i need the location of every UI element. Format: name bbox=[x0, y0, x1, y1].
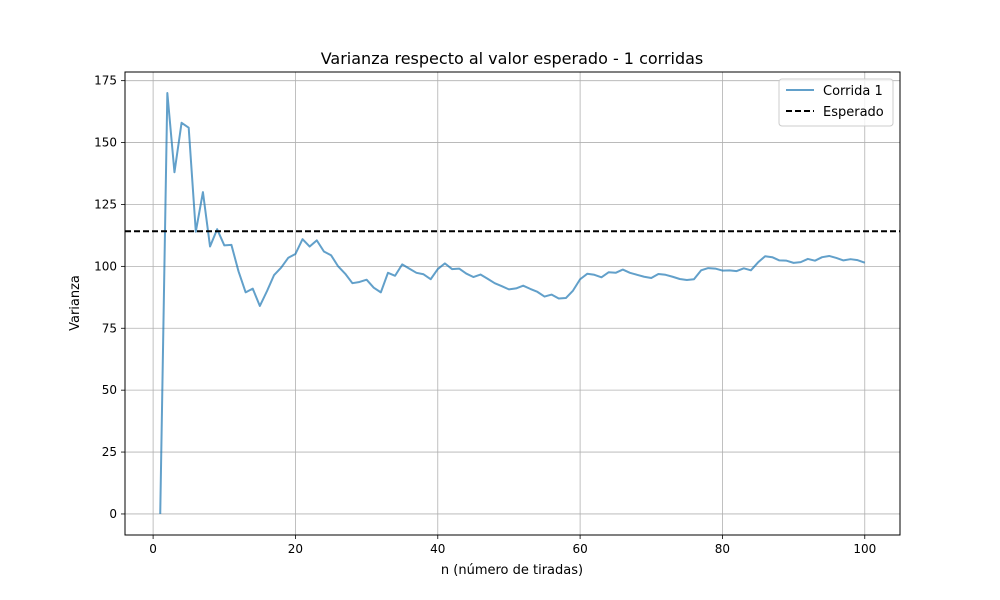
y-tick-label: 75 bbox=[102, 321, 117, 335]
x-tick-label: 100 bbox=[853, 542, 876, 556]
legend: Corrida 1 Esperado bbox=[778, 78, 894, 127]
x-tick-label: 60 bbox=[572, 542, 587, 556]
x-tick-label: 20 bbox=[288, 542, 303, 556]
y-axis-ticks: 0 25 50 75 100 125 150 175 bbox=[94, 74, 125, 521]
x-tick-label: 40 bbox=[430, 542, 445, 556]
y-tick-label: 25 bbox=[102, 445, 117, 459]
y-tick-label: 175 bbox=[94, 74, 117, 88]
y-axis-label: Varianza bbox=[68, 275, 83, 331]
y-tick-label: 150 bbox=[94, 136, 117, 150]
y-tick-label: 125 bbox=[94, 197, 117, 211]
legend-label-esperado: Esperado bbox=[823, 105, 884, 120]
x-axis-ticks: 0 20 40 60 80 100 bbox=[149, 535, 876, 556]
y-tick-label: 50 bbox=[102, 383, 117, 397]
x-tick-label: 0 bbox=[149, 542, 157, 556]
plot-frame bbox=[124, 71, 901, 536]
series-layer bbox=[125, 92, 900, 514]
x-tick-label: 80 bbox=[715, 542, 730, 556]
series-line-corrida-1 bbox=[159, 92, 866, 514]
grid bbox=[125, 72, 900, 535]
y-tick-label: 100 bbox=[94, 259, 117, 273]
legend-label-corrida-1: Corrida 1 bbox=[823, 84, 883, 99]
x-axis-label: n (número de tiradas) bbox=[441, 563, 583, 578]
chart-title: Varianza respecto al valor esperado - 1 … bbox=[321, 49, 704, 68]
y-tick-label: 0 bbox=[109, 507, 117, 521]
